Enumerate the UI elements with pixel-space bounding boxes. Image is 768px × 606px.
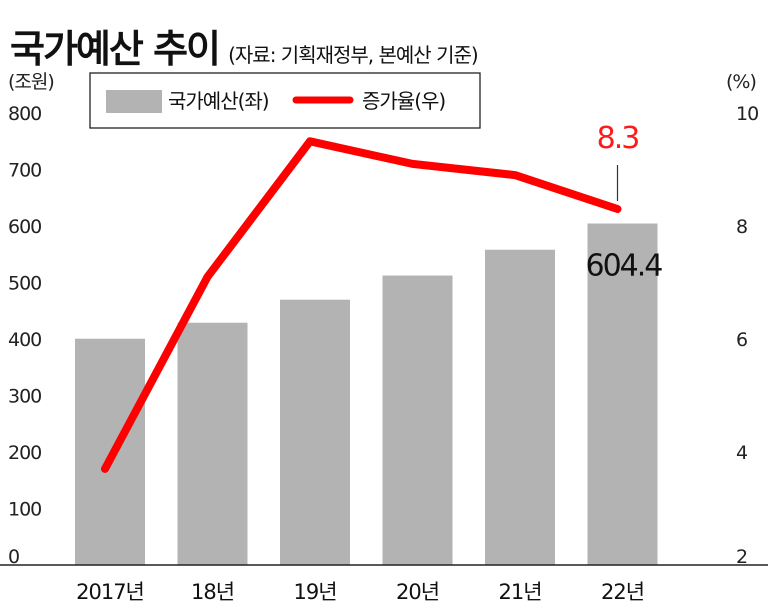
- right-axis-unit: (%): [726, 71, 756, 93]
- x-axis: 2017년 18년 19년 20년 21년 22년: [0, 564, 768, 604]
- x-tick-5: 22년: [601, 580, 644, 604]
- annotations: 604.4 8.3: [586, 121, 665, 284]
- title-row: 국가예산 추이 (자료: 기획재정부, 본예산 기준): [10, 18, 479, 71]
- right-axis: (%) 2 4 6 8 10: [726, 71, 759, 568]
- left-axis: (조원) 0 100 200 300 400 500 600 700 800: [8, 71, 55, 568]
- growth-rate-line: [101, 137, 622, 473]
- line-value-label: 8.3: [597, 121, 639, 156]
- left-tick-500: 500: [8, 273, 41, 295]
- right-tick-6: 6: [736, 329, 747, 351]
- right-tick-10: 10: [736, 103, 758, 125]
- bar-4: [485, 249, 555, 566]
- left-tick-200: 200: [8, 442, 41, 464]
- bar-value-label: 604.4: [586, 249, 663, 284]
- x-tick-2: 19년: [293, 580, 336, 604]
- right-tick-4: 4: [736, 442, 748, 464]
- left-tick-600: 600: [8, 216, 41, 238]
- x-tick-1: 18년: [191, 580, 234, 604]
- legend: 국가예산(좌) 증가율(우): [89, 72, 481, 129]
- left-tick-100: 100: [8, 499, 41, 521]
- legend-label-budget: 국가예산(좌): [168, 89, 269, 113]
- x-tick-0: 2017년: [76, 580, 144, 604]
- bar-series: [75, 223, 658, 566]
- right-tick-2: 2: [736, 546, 747, 568]
- bar-1: [177, 322, 248, 565]
- left-tick-800: 800: [8, 103, 41, 125]
- bar-3: [382, 275, 453, 565]
- x-tick-4: 21년: [498, 580, 541, 604]
- legend-bar-swatch: [106, 90, 162, 113]
- legend-label-rate: 증가율(우): [362, 89, 445, 113]
- left-tick-400: 400: [8, 329, 41, 351]
- left-tick-300: 300: [8, 386, 41, 408]
- bar-5: [587, 223, 658, 565]
- x-tick-3: 20년: [396, 580, 439, 604]
- line-series-layer: [101, 137, 622, 473]
- left-axis-unit: (조원): [8, 71, 54, 93]
- chart-subtitle: (자료: 기획재정부, 본예산 기준): [228, 43, 479, 67]
- chart-title: 국가예산 추이: [10, 27, 221, 71]
- left-tick-0: 0: [8, 546, 19, 568]
- left-tick-700: 700: [8, 160, 41, 182]
- bar-2: [280, 299, 350, 565]
- right-tick-8: 8: [736, 216, 747, 238]
